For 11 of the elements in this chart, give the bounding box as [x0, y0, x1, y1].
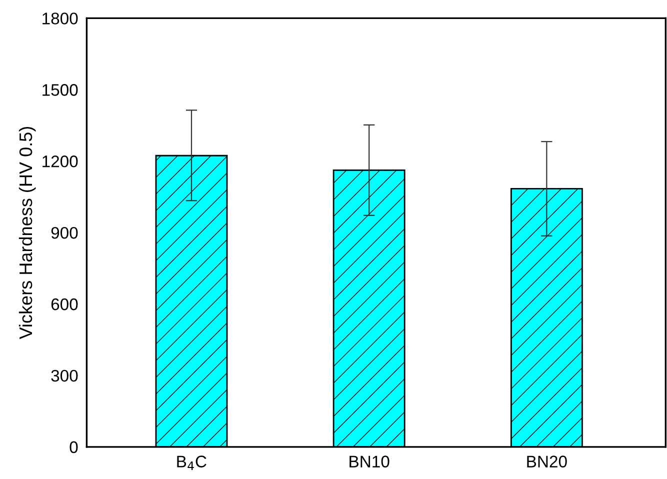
x-tick-label: BN20 [527, 456, 567, 468]
y-tick-label: 1800 [42, 12, 78, 24]
y-tick-label: 1200 [42, 156, 78, 168]
x-tick-label: B$_{4}$C [177, 456, 206, 470]
y-tick-label: 0 [70, 441, 78, 454]
y-tick-label: 900 [51, 226, 78, 239]
y-tick-label: 1500 [42, 84, 78, 96]
x-tick-label: BN10 [350, 456, 390, 468]
y-tick-label: 300 [51, 370, 78, 382]
y-tick-label: 600 [51, 298, 78, 310]
y-axis-title: Vickers Hardness (HV 0.5) [18, 126, 36, 340]
